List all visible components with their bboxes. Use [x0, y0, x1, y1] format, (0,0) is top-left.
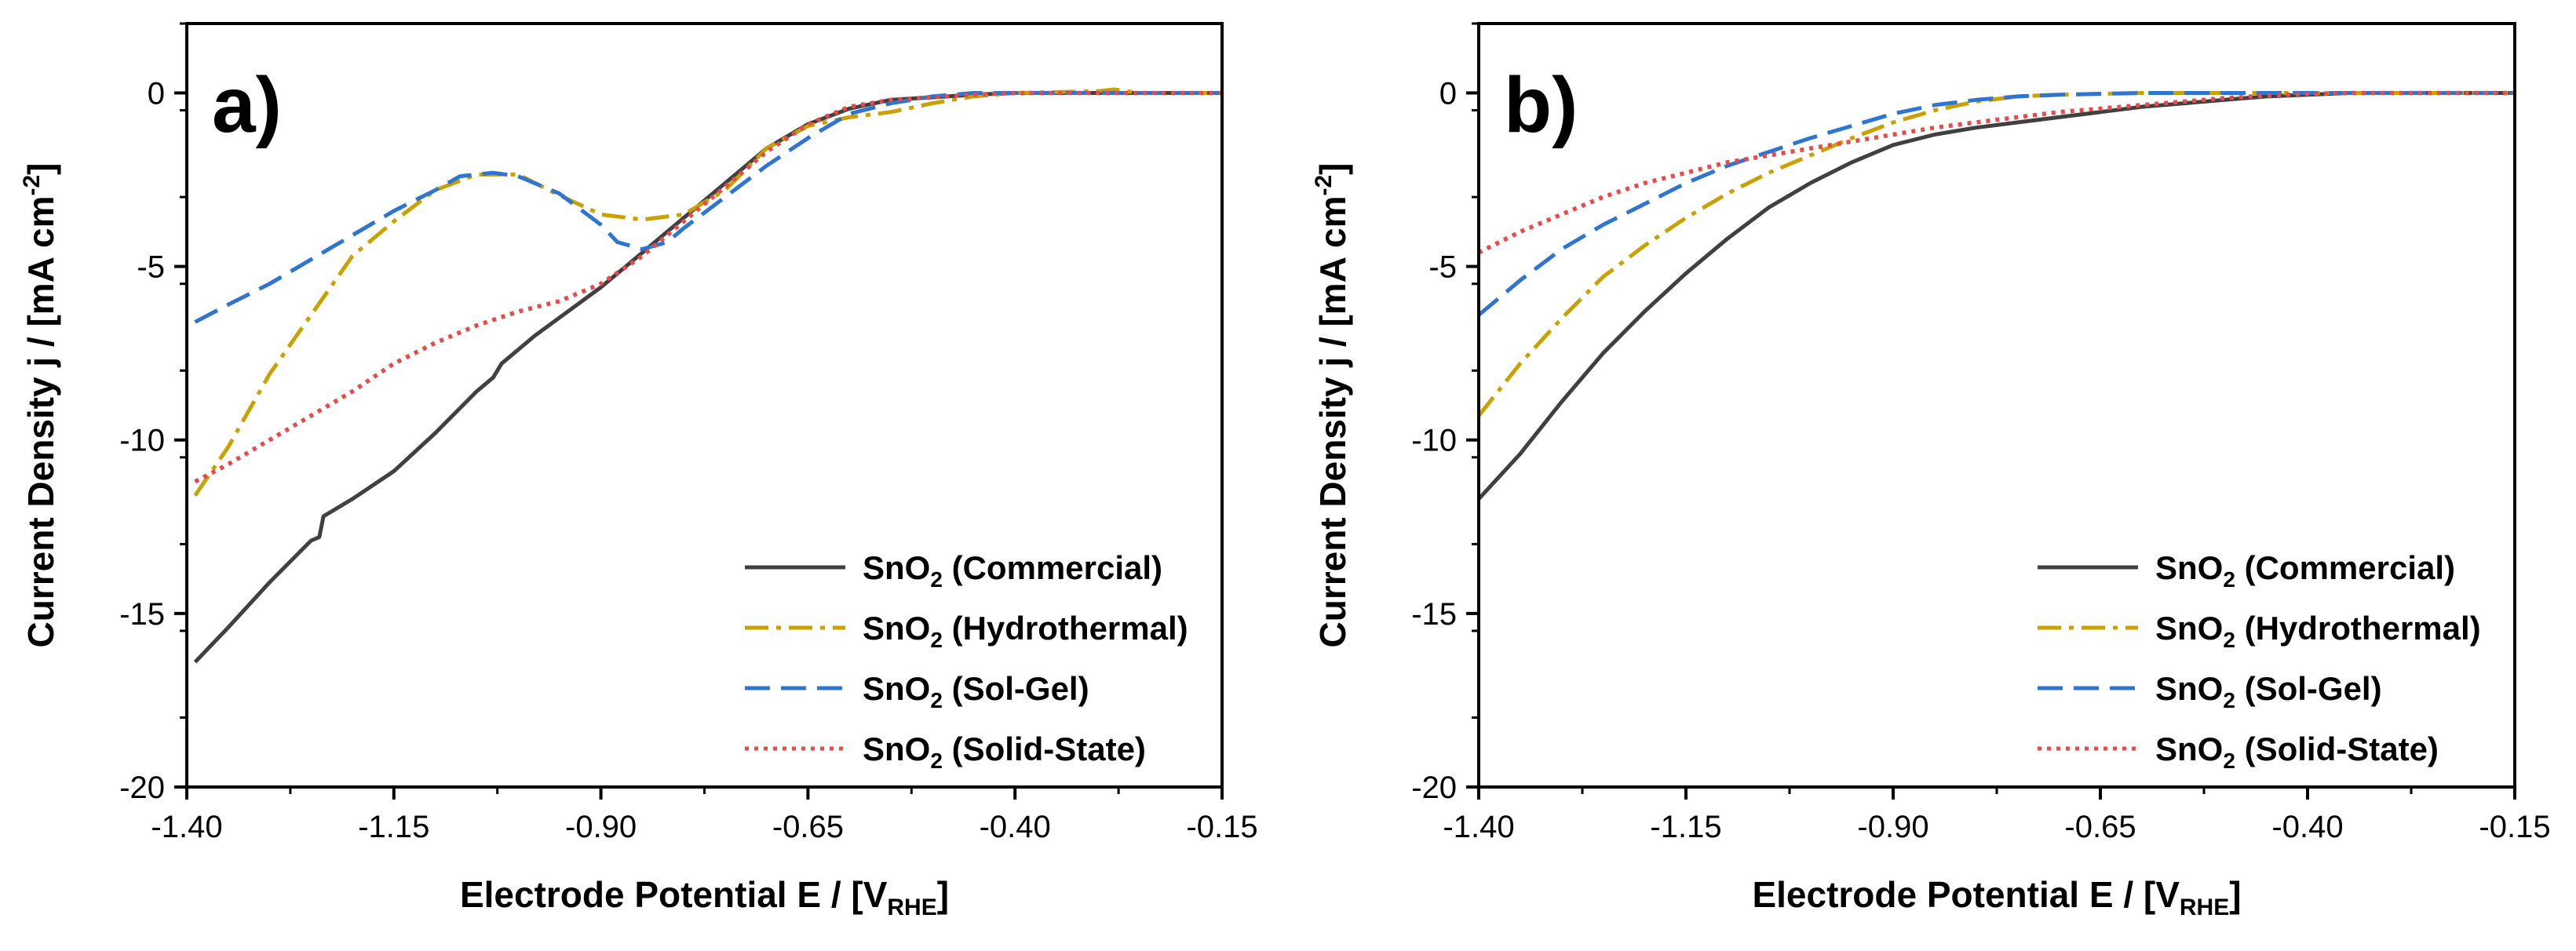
series-line-commercial: [1479, 91, 2515, 501]
legend-entry: SnO2 (Sol-Gel): [863, 670, 1089, 712]
x-tick-label: -0.40: [980, 810, 1051, 844]
legend-entry-suffix: (Hydrothermal): [2235, 610, 2481, 647]
chart-panel-b: -1.40 -1.15 -0.90 -0.65 -0.40 -0.15 0 -5 -10 -15 -…: [1311, 22, 2551, 920]
y-tick-label: -5: [137, 250, 165, 285]
x-tick-label: -1.15: [1650, 810, 1721, 844]
y-tick-label: -20: [119, 771, 165, 805]
legend-entry-sub: 2: [2223, 749, 2235, 773]
x-tick-label: -1.40: [151, 810, 222, 844]
legend-entry-name: SnO: [863, 610, 930, 647]
y-tick-label: 0: [148, 76, 165, 111]
y-tick-label: 0: [1439, 76, 1457, 111]
x-tick-label: -0.65: [772, 810, 844, 844]
series-line-sol-gel: [1479, 91, 2515, 317]
x-tick-label: -1.15: [358, 810, 429, 844]
y-axis-title: Current Density j / [mA cm-2]: [1311, 163, 1353, 648]
y-tick-label: -5: [1428, 250, 1457, 285]
legend-entry-sub: 2: [930, 688, 943, 712]
y-axis-title-sup: -2: [1311, 175, 1337, 196]
legend: SnO2 (Commercial)SnO2 (Hydrothermal)SnO2…: [745, 549, 1188, 773]
series-line-sol-gel: [194, 91, 1222, 324]
legend-entry: SnO2 (Solid-State): [2155, 731, 2439, 773]
x-axis-title-main: Electrode Potential E / [V: [1752, 874, 2180, 915]
y-tick-label: -10: [119, 424, 165, 458]
legend-entry-name: SnO: [2155, 610, 2223, 647]
legend-entry-name: SnO: [863, 670, 930, 707]
y-axis-title-sup: -2: [19, 175, 45, 196]
legend-entry-sub: 2: [930, 628, 943, 652]
legend-entry-suffix: (Solid-State): [2235, 731, 2439, 767]
panel-label: a): [212, 61, 282, 149]
panel-label: b): [1504, 61, 1578, 149]
legend-entry-suffix: (Sol-Gel): [943, 670, 1089, 707]
x-axis-title: Electrode Potential E / [VRHE]: [460, 874, 949, 920]
legend-entry: SnO2 (Commercial): [2155, 549, 2455, 592]
y-tick-label: -15: [1411, 597, 1457, 632]
legend-entry-name: SnO: [863, 731, 930, 767]
legend-entry-name: SnO: [2155, 549, 2223, 586]
x-axis-title-main: Electrode Potential E / [V: [460, 874, 888, 915]
legend-entry-suffix: (Solid-State): [943, 731, 1146, 767]
x-tick-label: -0.15: [1186, 810, 1257, 844]
y-axis-title-end: ]: [1312, 163, 1353, 175]
legend-entry-sub: 2: [2223, 567, 2235, 592]
legend-entry-sub: 2: [2223, 688, 2235, 712]
y-axis-title-end: ]: [20, 163, 61, 175]
chart-panel-a: -1.40 -1.15 -0.90 -0.65 -0.40 -0.15 0 -5 -10 -15 -…: [19, 22, 1258, 920]
legend-entry: SnO2 (Commercial): [863, 549, 1162, 592]
x-tick-label: -0.90: [565, 810, 637, 844]
x-tick-label: -1.40: [1443, 810, 1514, 844]
x-axis-title-end: ]: [2229, 874, 2241, 915]
series-line-solid-state: [1479, 90, 2515, 255]
series-line-hydrothermal: [1479, 91, 2515, 417]
x-tick-label: -0.90: [1857, 810, 1928, 844]
series-line-commercial: [193, 91, 1222, 664]
series-line-solid-state: [194, 90, 1222, 484]
legend-entry-suffix: (Commercial): [2235, 549, 2455, 586]
legend-entry: SnO2 (Sol-Gel): [2155, 670, 2382, 712]
x-tick-label: -0.40: [2271, 810, 2343, 844]
legend-entry-sub: 2: [930, 567, 943, 592]
legend-entry: SnO2 (Hydrothermal): [863, 610, 1188, 652]
y-axis-title-main: Current Density j / [mA cm: [20, 196, 61, 648]
legend-entry-name: SnO: [863, 549, 930, 586]
x-axis-title-end: ]: [937, 874, 949, 915]
x-axis-title: Electrode Potential E / [VRHE]: [1752, 874, 2241, 920]
legend-entry: SnO2 (Hydrothermal): [2155, 610, 2481, 652]
x-tick-label: -0.65: [2064, 810, 2136, 844]
legend-entry-suffix: (Commercial): [943, 549, 1162, 586]
legend-entry-sub: 2: [2223, 628, 2235, 652]
y-tick-label: -15: [119, 597, 165, 632]
x-tick-label: -0.15: [2479, 810, 2550, 844]
legend-entry-sub: 2: [930, 749, 943, 773]
y-tick-label: -10: [1411, 424, 1457, 458]
y-tick-label: -20: [1411, 771, 1457, 805]
y-axis-title-main: Current Density j / [mA cm: [1312, 196, 1353, 648]
legend-entry-name: SnO: [2155, 670, 2223, 707]
legend: SnO2 (Commercial)SnO2 (Hydrothermal)SnO2…: [2038, 549, 2481, 773]
legend-entry-name: SnO: [2155, 731, 2223, 767]
legend-entry-suffix: (Sol-Gel): [2235, 670, 2382, 707]
y-axis-title: Current Density j / [mA cm-2]: [19, 163, 61, 648]
legend-entry-suffix: (Hydrothermal): [943, 610, 1188, 647]
x-axis-title-sub: RHE: [887, 895, 936, 920]
x-axis-title-sub: RHE: [2180, 895, 2229, 920]
legend-entry: SnO2 (Solid-State): [863, 731, 1146, 773]
series-line-hydrothermal: [193, 87, 1222, 497]
